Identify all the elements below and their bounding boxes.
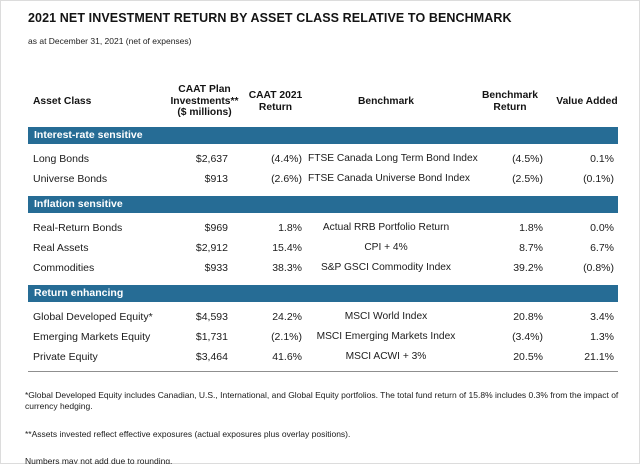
value-added-cell: (0.1%): [583, 173, 614, 185]
benchmark-cell: CPI + 4%: [364, 242, 408, 253]
section-rows-return-enhancing: Global Developed Equity* $4,593 24.2% MS…: [28, 302, 618, 371]
section-band-return-enhancing: Return enhancing: [28, 285, 618, 302]
returns-table: Asset Class CAAT Plan Investments** ($ m…: [28, 79, 618, 372]
table-header-row: Asset Class CAAT Plan Investments** ($ m…: [28, 79, 618, 124]
asset-class-cell: Global Developed Equity*: [33, 311, 153, 323]
footnote-global-developed-equity: *Global Developed Equity includes Canadi…: [25, 390, 619, 411]
investments-cell: $4,593: [195, 311, 228, 323]
investments-cell: $933: [204, 262, 228, 274]
row-global-developed-equity: Global Developed Equity* $4,593 24.2% MS…: [28, 307, 618, 327]
benchmark-return-cell: (2.5%): [512, 173, 543, 185]
header-benchmark-return: Benchmark Return: [481, 89, 539, 113]
caat-return-cell: 1.8%: [278, 222, 302, 234]
benchmark-return-cell: 20.5%: [513, 351, 543, 363]
caat-return-cell: (2.1%): [271, 331, 302, 343]
row-commodities: Commodities $933 38.3% S&P GSCI Commodit…: [28, 258, 618, 278]
investments-cell: $913: [204, 173, 228, 185]
header-benchmark: Benchmark: [357, 95, 415, 107]
section-rows-interest-rate-sensitive: Long Bonds $2,637 (4.4%) FTSE Canada Lon…: [28, 144, 618, 193]
caat-return-cell: (2.6%): [271, 173, 302, 185]
investments-cell: $2,912: [195, 242, 228, 254]
value-added-cell: 3.4%: [590, 311, 614, 323]
benchmark-return-cell: 39.2%: [513, 262, 543, 274]
benchmark-cell: MSCI World Index: [344, 311, 428, 322]
caat-return-cell: 15.4%: [272, 242, 302, 254]
benchmark-cell: FTSE Canada Long Term Bond Index: [308, 153, 478, 164]
value-added-cell: 1.3%: [590, 331, 614, 343]
value-added-cell: 6.7%: [590, 242, 614, 254]
asset-class-cell: Long Bonds: [33, 153, 90, 165]
row-real-return-bonds: Real-Return Bonds $969 1.8% Actual RRB P…: [28, 218, 618, 238]
header-caat-plan-investments: CAAT Plan Investments** ($ millions): [170, 83, 239, 119]
benchmark-return-cell: 8.7%: [519, 242, 543, 254]
benchmark-return-cell: 1.8%: [519, 222, 543, 234]
section-band-interest-rate-sensitive: Interest-rate sensitive: [28, 127, 618, 144]
row-universe-bonds: Universe Bonds $913 (2.6%) FTSE Canada U…: [28, 169, 618, 189]
row-private-equity: Private Equity $3,464 41.6% MSCI ACWI + …: [28, 347, 618, 367]
value-added-cell: 0.0%: [590, 222, 614, 234]
benchmark-cell: MSCI Emerging Markets Index: [316, 331, 456, 342]
row-real-assets: Real Assets $2,912 15.4% CPI + 4% 8.7% 6…: [28, 238, 618, 258]
caat-return-cell: 41.6%: [272, 351, 302, 363]
footnote-rounding: Numbers may not add due to rounding.: [25, 456, 173, 464]
asset-class-cell: Real Assets: [33, 242, 89, 254]
benchmark-cell: S&P GSCI Commodity Index: [320, 262, 452, 273]
investments-cell: $1,731: [195, 331, 228, 343]
investments-cell: $3,464: [195, 351, 228, 363]
asset-class-cell: Real-Return Bonds: [33, 222, 123, 234]
benchmark-return-cell: 20.8%: [513, 311, 543, 323]
page-subtitle: as at December 31, 2021 (net of expenses…: [28, 36, 192, 46]
asset-class-cell: Commodities: [33, 262, 95, 274]
header-asset-class: Asset Class: [33, 95, 92, 107]
investments-cell: $969: [204, 222, 228, 234]
header-value-added: Value Added: [556, 95, 618, 107]
row-long-bonds: Long Bonds $2,637 (4.4%) FTSE Canada Lon…: [28, 149, 618, 169]
caat-return-cell: 38.3%: [272, 262, 302, 274]
section-band-inflation-sensitive: Inflation sensitive: [28, 196, 618, 213]
caat-return-cell: 24.2%: [272, 311, 302, 323]
row-emerging-markets-equity: Emerging Markets Equity $1,731 (2.1%) MS…: [28, 327, 618, 347]
header-caat-2021-return: CAAT 2021 Return: [248, 89, 303, 113]
page-title: 2021 NET INVESTMENT RETURN BY ASSET CLAS…: [28, 11, 512, 25]
value-added-cell: (0.8%): [583, 262, 614, 274]
caat-return-cell: (4.4%): [271, 153, 302, 165]
benchmark-cell: FTSE Canada Universe Bond Index: [308, 173, 470, 184]
benchmark-cell: Actual RRB Portfolio Return: [322, 222, 450, 233]
asset-class-cell: Universe Bonds: [33, 173, 108, 185]
investments-cell: $2,637: [195, 153, 228, 165]
benchmark-return-cell: (4.5%): [512, 153, 543, 165]
footnote-assets-invested: **Assets invested reflect effective expo…: [25, 428, 351, 439]
benchmark-return-cell: (3.4%): [512, 331, 543, 343]
benchmark-cell: MSCI ACWI + 3%: [345, 351, 427, 362]
value-added-cell: 0.1%: [590, 153, 614, 165]
section-rows-inflation-sensitive: Real-Return Bonds $969 1.8% Actual RRB P…: [28, 213, 618, 282]
table-bottom-rule: [28, 371, 618, 372]
footnotes: *Global Developed Equity includes Canadi…: [25, 390, 627, 464]
asset-class-cell: Emerging Markets Equity: [33, 331, 151, 343]
asset-class-cell: Private Equity: [33, 351, 98, 363]
value-added-cell: 21.1%: [584, 351, 614, 363]
